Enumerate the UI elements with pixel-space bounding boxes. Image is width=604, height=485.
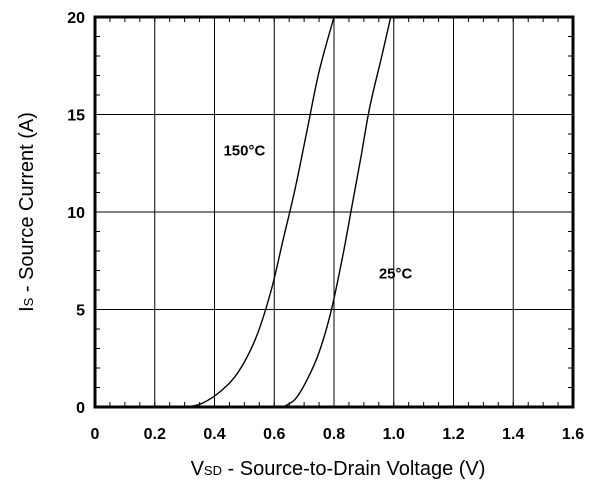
x-tick-label: 1.2 (442, 426, 464, 443)
y-tick-label: 0 (76, 400, 85, 417)
tick-layer (95, 17, 573, 407)
x-tick-label: 0 (91, 426, 100, 443)
y-tick-label: 10 (67, 205, 85, 222)
x-tick-label: 1.0 (383, 426, 405, 443)
curve-label: 150°C (223, 142, 265, 159)
x-tick-label: 0.8 (323, 426, 345, 443)
curve-150c (187, 16, 335, 408)
curve-25c (282, 16, 392, 408)
curve-label: 25°C (379, 265, 413, 282)
x-tick-label: 0.6 (263, 426, 285, 443)
x-tick-label: 1.6 (562, 426, 584, 443)
y-tick-label: 5 (76, 303, 85, 320)
x-tick-label: 0.2 (144, 426, 166, 443)
grid-layer (95, 17, 573, 407)
y-tick-label: 15 (67, 108, 85, 125)
curve-layer (187, 16, 392, 408)
x-tick-label: 1.4 (502, 426, 524, 443)
x-axis-title: VSD - Source-to-Drain Voltage (V) (191, 458, 486, 480)
x-tick-label: 0.4 (203, 426, 225, 443)
y-axis-title: IS - Source Current (A) (16, 112, 38, 312)
y-tick-label: 20 (67, 10, 85, 27)
label-layer: 0 0.2 0.4 0.6 0.8 1.0 1.2 1.4 1.6 0 5 10 15 20 150°C 25… (67, 10, 584, 443)
